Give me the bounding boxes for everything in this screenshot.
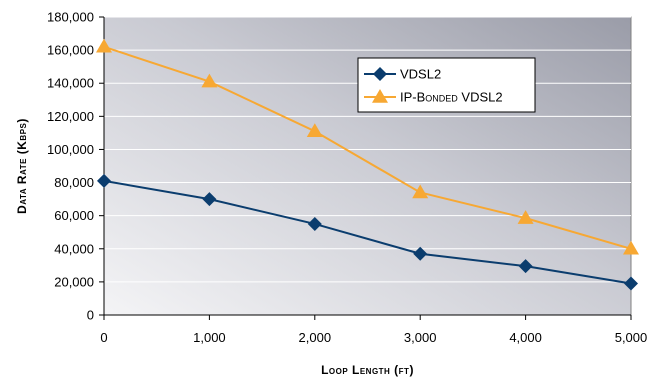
y-tick-label: 140,000 [47, 76, 94, 91]
series-line [103, 45, 632, 250]
legend: VDSL2 IP-Bonded VDSL2 [357, 57, 536, 113]
data-point [623, 240, 639, 255]
series-diamond [97, 173, 638, 291]
legend-box [357, 57, 536, 113]
axes [99, 16, 632, 320]
data-point [202, 192, 217, 207]
data-point [517, 210, 534, 224]
data-point [201, 73, 218, 88]
y-tick-label: 20,000 [54, 274, 94, 289]
legend-marker [373, 67, 387, 81]
x-tick-label: 0 [100, 330, 107, 345]
legend-label: VDSL2 [400, 67, 441, 82]
series-triangle [96, 38, 639, 255]
x-tick-label: 1,000 [193, 330, 226, 345]
series-line [103, 179, 632, 285]
y-tick-label: 120,000 [47, 109, 94, 124]
data-point [307, 216, 322, 231]
x-tick-label: 4,000 [509, 330, 542, 345]
gridlines [104, 16, 631, 283]
x-tick-labels: 0 1,000 2,000 3,000 4,000 5,000 [100, 330, 647, 345]
y-tick-label: 0 [87, 308, 94, 323]
legend-entry: VDSL2 [364, 67, 441, 82]
y-tick-label: 100,000 [47, 142, 94, 157]
x-axis-title: Loop Length (ft) [321, 363, 414, 377]
legend-label: IP-Bonded VDSL2 [400, 90, 503, 105]
y-tick-label: 60,000 [54, 208, 94, 223]
y-tick-label: 160,000 [47, 43, 94, 58]
legend-entry: IP-Bonded VDSL2 [364, 89, 503, 105]
data-point [97, 173, 111, 188]
series [96, 38, 639, 291]
x-tick-label: 2,000 [299, 330, 332, 345]
y-tick-label: 180,000 [47, 10, 94, 25]
y-tick-labels: 0 20,000 40,000 60,000 80,000 100,000 120,000 1… [47, 10, 94, 323]
y-tick-label: 80,000 [54, 175, 94, 190]
data-point [413, 246, 428, 261]
data-point [624, 276, 638, 291]
y-axis-title: Data Rate (Kbps) [15, 118, 29, 214]
data-point [306, 123, 323, 137]
x-tick-label: 3,000 [404, 330, 437, 345]
data-point [96, 38, 112, 53]
y-tick-label: 40,000 [54, 241, 94, 256]
legend-marker [372, 89, 388, 103]
data-point [412, 184, 429, 199]
x-tick-label: 5,000 [615, 330, 648, 345]
data-point [518, 259, 533, 274]
